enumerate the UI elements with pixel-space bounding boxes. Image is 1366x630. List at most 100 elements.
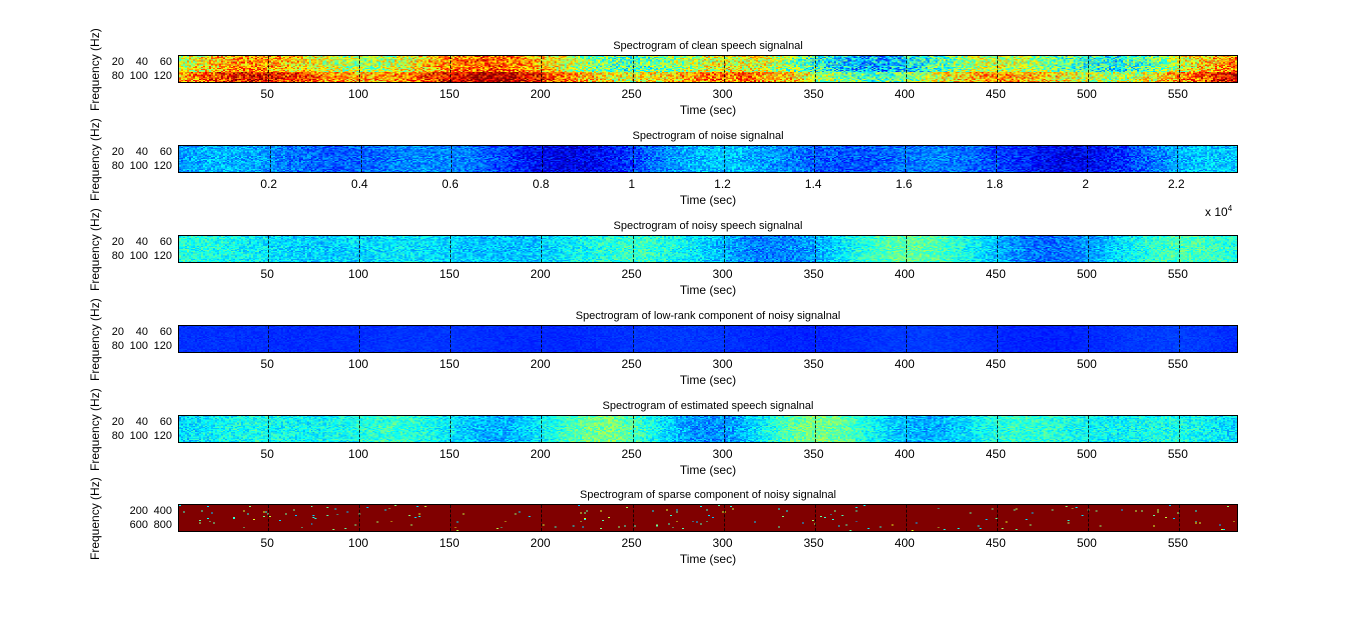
x-tick-label: 0.2 xyxy=(260,177,277,191)
x-grid-line xyxy=(633,505,634,531)
spectrogram-image xyxy=(179,505,1237,531)
y-axis-label: Frequency (Hz) xyxy=(88,477,102,560)
x-grid-line xyxy=(906,505,907,531)
y-tick-label: 120 xyxy=(150,340,172,353)
y-tick-label: 600 xyxy=(126,519,148,532)
x-grid-line xyxy=(724,416,725,442)
y-tick-label: 100 xyxy=(126,250,148,263)
x-grid-line xyxy=(268,56,269,82)
x-grid-line xyxy=(541,236,542,262)
x-tick-label: 350 xyxy=(804,536,824,550)
y-tick-label: 60 xyxy=(150,56,172,69)
x-tick-label: 250 xyxy=(621,87,641,101)
x-tick-label: 200 xyxy=(530,87,550,101)
x-grid-line xyxy=(906,236,907,262)
x-grid-line xyxy=(724,56,725,82)
subplot-title: Spectrogram of sparse component of noisy… xyxy=(178,489,1238,501)
x-grid-line xyxy=(997,505,998,531)
x-grid-line xyxy=(361,146,362,172)
x-grid-line xyxy=(633,416,634,442)
y-tick-label: 40 xyxy=(126,416,148,429)
x-tick-label: 50 xyxy=(261,87,274,101)
x-grid-line xyxy=(906,326,907,352)
spectrogram-image xyxy=(179,56,1237,82)
subplot-6: Spectrogram of sparse component of noisy… xyxy=(0,489,1366,579)
y-tick-label: 20 xyxy=(102,326,124,339)
x-axis-label: Time (sec) xyxy=(178,283,1238,297)
y-tick-label: 20 xyxy=(102,416,124,429)
x-axis-label: Time (sec) xyxy=(178,552,1238,566)
x-tick-label: 400 xyxy=(895,267,915,281)
x-grid-line xyxy=(1179,56,1180,82)
y-tick-label: 80 xyxy=(102,250,124,263)
x-tick-label: 400 xyxy=(895,536,915,550)
x-tick-label: 150 xyxy=(439,87,459,101)
x-tick-label: 500 xyxy=(1077,447,1097,461)
x-tick-label: 350 xyxy=(804,447,824,461)
x-axis-label: Time (sec) xyxy=(178,103,1238,117)
x-tick-label: 300 xyxy=(713,87,733,101)
x-grid-line xyxy=(1088,236,1089,262)
subplot-3: Spectrogram of noisy speech signalnal Ti… xyxy=(0,220,1366,310)
spectrogram-image xyxy=(179,146,1237,172)
x-tick-label: 0.4 xyxy=(351,177,368,191)
x-grid-line xyxy=(905,146,906,172)
subplot-1: Spectrogram of clean speech signalnal Ti… xyxy=(0,40,1366,130)
x-tick-label: 200 xyxy=(530,536,550,550)
x-grid-line xyxy=(633,236,634,262)
x-grid-line xyxy=(268,416,269,442)
y-tick-label: 20 xyxy=(102,236,124,249)
x-tick-label: 50 xyxy=(261,536,274,550)
x-tick-label: 1.6 xyxy=(896,177,913,191)
x-tick-label: 1.8 xyxy=(986,177,1003,191)
x-grid-line xyxy=(633,326,634,352)
x-tick-label: 200 xyxy=(530,267,550,281)
x-tick-label: 350 xyxy=(804,87,824,101)
x-tick-label: 50 xyxy=(261,447,274,461)
subplot-title: Spectrogram of estimated speech signalna… xyxy=(178,400,1238,412)
x-grid-line xyxy=(906,56,907,82)
y-tick-label: 100 xyxy=(126,340,148,353)
y-tick-label: 60 xyxy=(150,326,172,339)
y-tick-label: 120 xyxy=(150,430,172,443)
x-tick-label: 300 xyxy=(713,267,733,281)
x-tick-label: 500 xyxy=(1077,536,1097,550)
x-grid-line xyxy=(541,326,542,352)
x-axis-label: Time (sec) xyxy=(178,463,1238,477)
y-tick-label: 40 xyxy=(126,236,148,249)
x-tick-label: 250 xyxy=(621,357,641,371)
x-tick-label: 350 xyxy=(804,357,824,371)
x-multiplier: x 104 xyxy=(1205,204,1232,219)
x-grid-line xyxy=(541,56,542,82)
y-tick-label: 20 xyxy=(102,146,124,159)
x-axis-label: Time (sec) xyxy=(178,193,1238,207)
x-tick-label: 550 xyxy=(1168,357,1188,371)
x-tick-label: 450 xyxy=(986,267,1006,281)
x-tick-label: 150 xyxy=(439,267,459,281)
x-tick-label: 100 xyxy=(348,357,368,371)
x-grid-line xyxy=(1087,146,1088,172)
y-tick-label: 60 xyxy=(150,146,172,159)
x-grid-line xyxy=(359,236,360,262)
x-tick-label: 100 xyxy=(348,447,368,461)
x-grid-line xyxy=(724,146,725,172)
x-grid-line xyxy=(541,505,542,531)
x-grid-line xyxy=(359,326,360,352)
y-axis-label: Frequency (Hz) xyxy=(88,28,102,111)
x-grid-line xyxy=(451,146,452,172)
x-tick-label: 550 xyxy=(1168,536,1188,550)
x-grid-line xyxy=(450,56,451,82)
y-tick-label: 60 xyxy=(150,236,172,249)
x-multiplier-base: x 10 xyxy=(1205,205,1228,219)
spectrogram-image xyxy=(179,236,1237,262)
x-grid-line xyxy=(997,416,998,442)
x-tick-label: 300 xyxy=(713,536,733,550)
subplot-4: Spectrogram of low-rank component of noi… xyxy=(0,310,1366,400)
x-axis-label: Time (sec) xyxy=(178,373,1238,387)
y-axis-label: Frequency (Hz) xyxy=(88,298,102,381)
subplot-title: Spectrogram of noisy speech signalnal xyxy=(178,220,1238,232)
x-grid-line xyxy=(815,416,816,442)
x-grid-line xyxy=(815,326,816,352)
x-grid-line xyxy=(1179,326,1180,352)
subplot-title: Spectrogram of noise signalnal xyxy=(178,130,1238,142)
